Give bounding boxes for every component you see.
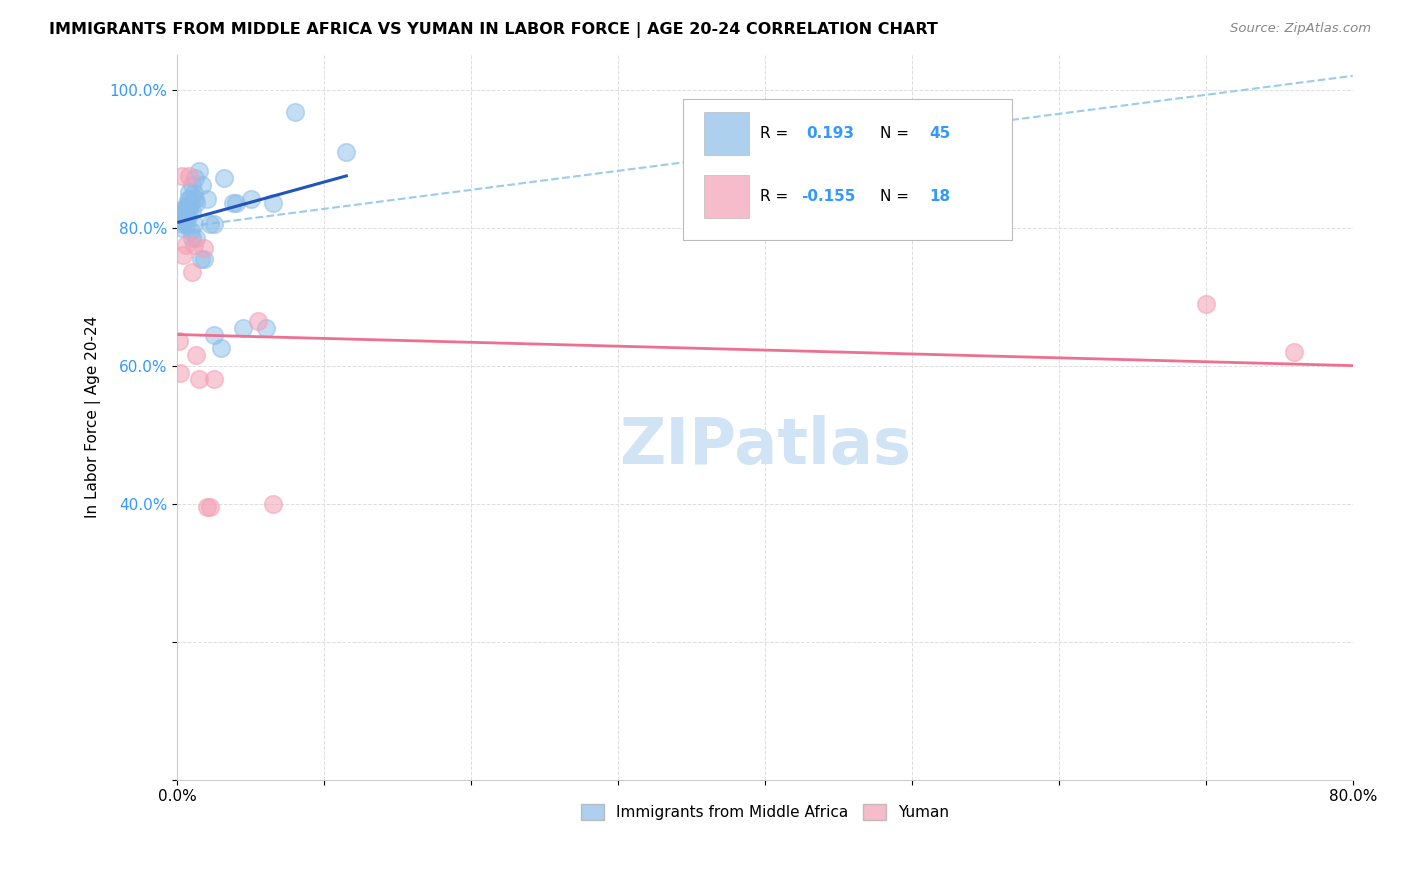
- Point: [172, 217, 194, 231]
- Point: [184, 192, 207, 206]
- Point: [1282, 344, 1305, 359]
- Point: [262, 497, 284, 511]
- Point: [186, 348, 208, 362]
- Point: [232, 320, 254, 334]
- Point: [181, 231, 204, 245]
- Point: [247, 314, 270, 328]
- Point: [181, 204, 204, 219]
- FancyBboxPatch shape: [683, 99, 1012, 240]
- Point: [176, 211, 198, 225]
- Point: [202, 327, 225, 342]
- Point: [170, 213, 193, 227]
- Point: [179, 185, 201, 199]
- Point: [195, 500, 218, 514]
- Point: [169, 366, 191, 380]
- Point: [225, 196, 247, 211]
- Point: [167, 334, 190, 349]
- Point: [179, 203, 201, 218]
- Point: [254, 320, 277, 334]
- Point: [179, 169, 201, 183]
- Point: [184, 171, 207, 186]
- Point: [188, 164, 211, 178]
- Point: [222, 196, 245, 211]
- Point: [179, 192, 201, 206]
- Point: [180, 224, 202, 238]
- Point: [180, 196, 202, 211]
- Text: N =: N =: [880, 126, 910, 141]
- Text: N =: N =: [880, 189, 910, 204]
- Text: ZIPatlas: ZIPatlas: [619, 416, 911, 477]
- Point: [186, 231, 208, 245]
- FancyBboxPatch shape: [704, 112, 748, 155]
- Point: [170, 220, 193, 235]
- Point: [183, 238, 205, 252]
- Point: [176, 198, 198, 212]
- Point: [193, 252, 215, 266]
- Point: [173, 200, 195, 214]
- Point: [174, 217, 197, 231]
- Text: R =: R =: [761, 189, 789, 204]
- Point: [173, 211, 195, 225]
- Text: 45: 45: [929, 126, 950, 141]
- Point: [172, 203, 194, 218]
- Text: -0.155: -0.155: [801, 189, 856, 204]
- Point: [169, 211, 191, 225]
- Text: R =: R =: [761, 126, 789, 141]
- Point: [181, 178, 204, 192]
- Text: 0.193: 0.193: [806, 126, 855, 141]
- Point: [193, 241, 215, 255]
- Point: [183, 217, 205, 231]
- Point: [190, 252, 212, 266]
- Point: [191, 178, 214, 192]
- Point: [186, 196, 208, 211]
- Point: [172, 248, 194, 262]
- Point: [183, 186, 205, 201]
- Point: [170, 169, 193, 183]
- Point: [198, 217, 221, 231]
- Point: [174, 205, 197, 219]
- Point: [167, 207, 190, 221]
- FancyBboxPatch shape: [704, 175, 748, 219]
- Legend: Immigrants from Middle Africa, Yuman: Immigrants from Middle Africa, Yuman: [575, 798, 956, 826]
- Point: [214, 171, 236, 186]
- Point: [239, 192, 262, 206]
- Point: [335, 145, 357, 159]
- Text: Source: ZipAtlas.com: Source: ZipAtlas.com: [1230, 22, 1371, 36]
- Point: [262, 196, 284, 211]
- Point: [188, 372, 211, 386]
- Point: [209, 342, 232, 356]
- Point: [1195, 296, 1218, 310]
- Text: IMMIGRANTS FROM MIDDLE AFRICA VS YUMAN IN LABOR FORCE | AGE 20-24 CORRELATION CH: IMMIGRANTS FROM MIDDLE AFRICA VS YUMAN I…: [49, 22, 938, 38]
- Point: [198, 500, 221, 514]
- Text: 18: 18: [929, 189, 950, 204]
- Y-axis label: In Labor Force | Age 20-24: In Labor Force | Age 20-24: [86, 317, 101, 518]
- Point: [195, 192, 218, 206]
- Point: [181, 265, 204, 279]
- Point: [176, 193, 198, 207]
- Point: [284, 104, 307, 119]
- Point: [202, 372, 225, 386]
- Point: [174, 238, 197, 252]
- Point: [202, 217, 225, 231]
